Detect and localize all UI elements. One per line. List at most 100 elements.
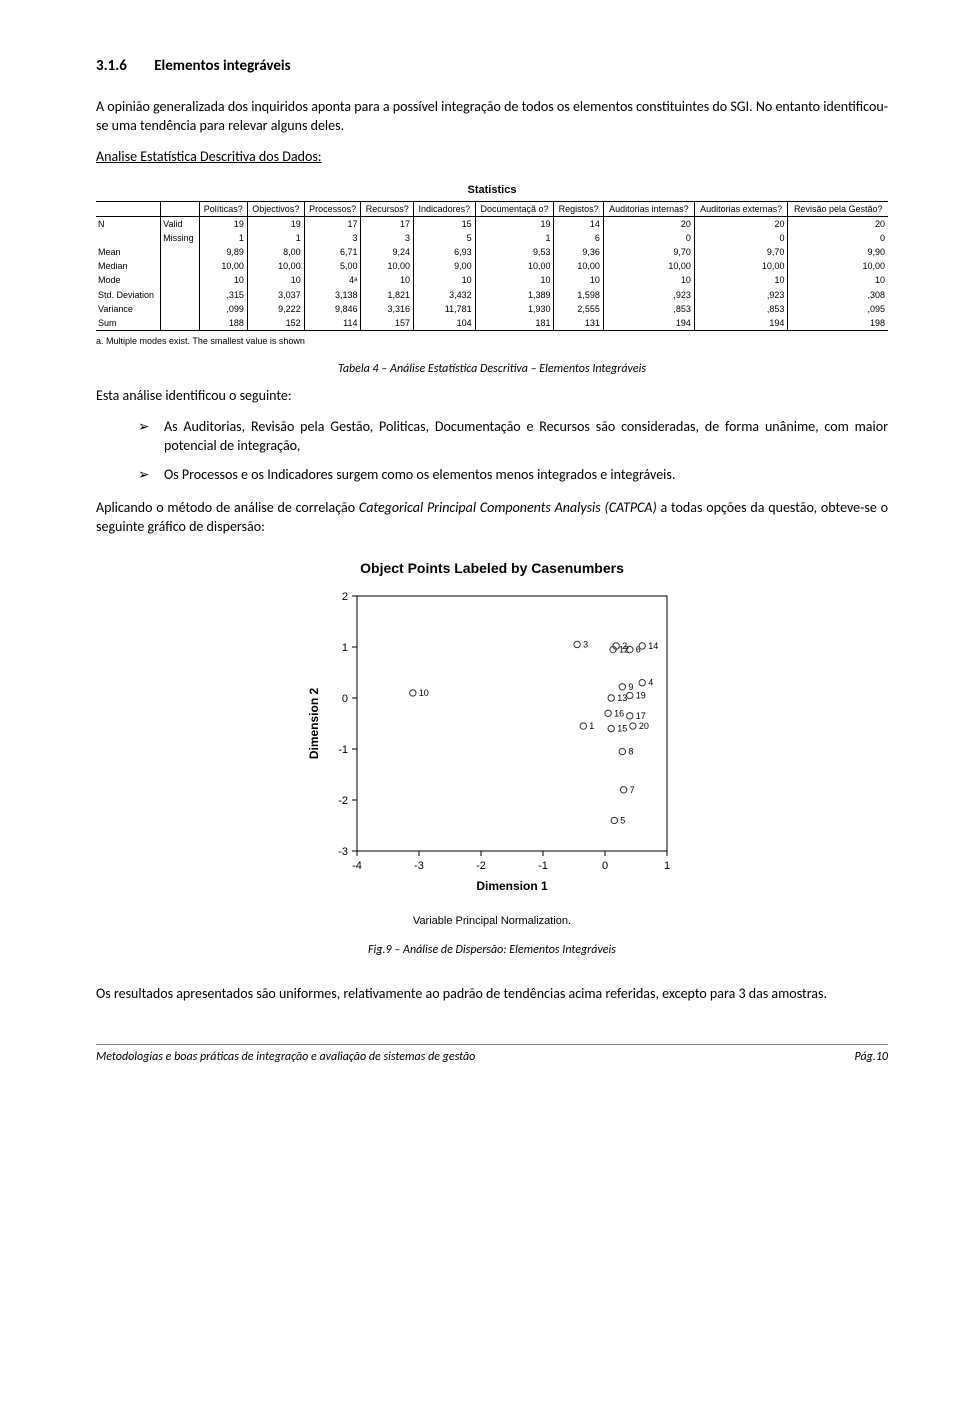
column-header: Registos? [554,201,603,216]
cell-value: 10,00 [247,259,304,273]
cell-value: 10 [475,273,554,287]
svg-text:7: 7 [630,784,635,794]
cell-value: 10 [247,273,304,287]
cell-value: 10,00 [199,259,247,273]
cell-value: 19 [247,216,304,231]
cell-value: 10 [414,273,476,287]
text-span: Aplicando o método de análise de correla… [96,499,359,516]
cell-value: 152 [247,316,304,331]
row-label [96,231,161,245]
cell-value: 11,781 [414,302,476,316]
cell-value: 20 [603,216,694,231]
list-item: As Auditorias, Revisão pela Gestão, Poli… [138,418,888,456]
column-header: Processos? [304,201,361,216]
svg-text:-1: -1 [538,860,548,872]
section-title: Elementos integráveis [154,57,290,75]
column-header: Indicadores? [414,201,476,216]
cell-value: 10 [603,273,694,287]
cell-value: 131 [554,316,603,331]
cell-value: 9,846 [304,302,361,316]
row-label: Mean [96,245,161,259]
cell-value: 6 [554,231,603,245]
cell-value: 9,89 [199,245,247,259]
conclusion-paragraph: Os resultados apresentados são uniformes… [96,985,888,1004]
section-number: 3.1.6 [96,56,127,76]
cell-value: 9,70 [603,245,694,259]
cell-value: ,308 [788,288,888,302]
cell-value: ,095 [788,302,888,316]
cell-value: 194 [603,316,694,331]
cell-value: 9,53 [475,245,554,259]
svg-text:0: 0 [342,693,348,705]
bullet-list: As Auditorias, Revisão pela Gestão, Poli… [138,418,888,485]
svg-text:15: 15 [617,723,627,733]
svg-text:Dimension 1: Dimension 1 [476,879,548,893]
cell-value: 1,598 [554,288,603,302]
cell-value: 1 [199,231,247,245]
cell-value: 9,00 [414,259,476,273]
cell-value: 1,821 [361,288,414,302]
cell-value: 5 [414,231,476,245]
cell-value: 181 [475,316,554,331]
lead-sentence: Esta análise identificou o seguinte: [96,387,888,406]
cell-value: 188 [199,316,247,331]
cell-value: 10,00 [603,259,694,273]
row-label: N [96,216,161,231]
cell-value: 14 [554,216,603,231]
row-sublabel [161,288,199,302]
svg-text:13: 13 [617,693,627,703]
cell-value: 198 [788,316,888,331]
table-footnote: a. Multiple modes exist. The smallest va… [96,335,888,347]
cell-value: 104 [414,316,476,331]
column-header: Auditorias externas? [694,201,788,216]
svg-text:14: 14 [648,641,658,651]
cell-value: 3,432 [414,288,476,302]
row-sublabel [161,273,199,287]
cell-value: 10,00 [554,259,603,273]
row-sublabel [161,302,199,316]
page-footer: Metodologias e boas práticas de integraç… [96,1044,888,1065]
cell-value: 17 [361,216,414,231]
cell-value: ,923 [694,288,788,302]
cell-value: 10 [554,273,603,287]
cell-value: 114 [304,316,361,331]
intro-paragraph: A opinião generalizada dos inquiridos ap… [96,98,888,136]
cell-value: 1,930 [475,302,554,316]
cell-value: 157 [361,316,414,331]
scatter-chart: -4-3-2-101-3-2-1012Dimension 1Dimension … [302,586,682,906]
column-header: Políticas? [199,201,247,216]
cell-value: 3 [361,231,414,245]
cell-value: ,853 [694,302,788,316]
row-label: Variance [96,302,161,316]
svg-text:9: 9 [628,681,633,691]
svg-text:19: 19 [636,690,646,700]
cell-value: 9,90 [788,245,888,259]
section-heading: 3.1.6 Elementos integráveis [96,56,888,76]
column-header: Documentaçã o? [475,201,554,216]
cell-value: 0 [694,231,788,245]
svg-text:20: 20 [639,721,649,731]
cell-value: 1,389 [475,288,554,302]
cell-value: 8,00 [247,245,304,259]
column-header: Revisão pela Gestão? [788,201,888,216]
svg-text:-4: -4 [352,860,362,872]
svg-text:4: 4 [648,677,653,687]
cell-value: 9,70 [694,245,788,259]
cell-value: 0 [603,231,694,245]
cell-value: 3 [304,231,361,245]
row-sublabel [161,245,199,259]
footer-left: Metodologias e boas práticas de integraç… [96,1049,475,1065]
svg-text:3: 3 [583,639,588,649]
row-label: Mode [96,273,161,287]
statistics-table: Políticas?Objectivos?Processos?Recursos?… [96,201,888,331]
chart-title: Object Points Labeled by Casenumbers [96,559,888,578]
svg-text:12: 12 [619,644,629,654]
svg-text:5: 5 [620,815,625,825]
cell-value: 9,36 [554,245,603,259]
cell-value: 6,71 [304,245,361,259]
svg-text:0: 0 [602,860,608,872]
cell-value: 10,00 [361,259,414,273]
cell-value: 10 [788,273,888,287]
cell-value: 10 [694,273,788,287]
cell-value: 5,00 [304,259,361,273]
